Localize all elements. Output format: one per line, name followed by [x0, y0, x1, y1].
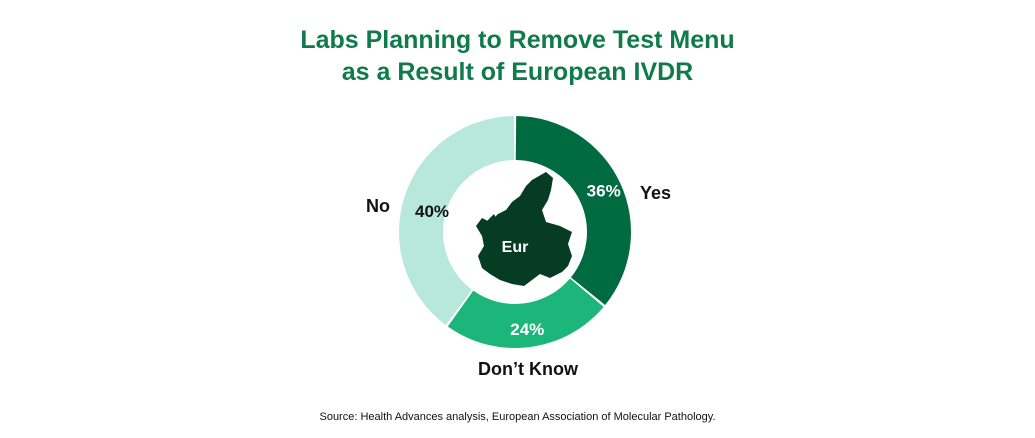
category-label-don-t-know: Don’t Know: [478, 359, 579, 379]
category-label-yes: Yes: [640, 183, 671, 203]
slice-yes: [515, 116, 632, 306]
europe-map-icon: [476, 172, 572, 286]
chart-title-line-2: as a Result of European IVDR: [341, 58, 694, 86]
slice-no: [399, 116, 515, 326]
donut-slices: [399, 116, 632, 348]
british-isles: [484, 214, 498, 236]
chart-title: Labs Planning to Remove Test Menu as a R…: [0, 24, 1035, 88]
source-note: Source: Health Advances analysis, Europe…: [319, 411, 716, 423]
value-label-don-t-know: 24%: [510, 320, 544, 339]
category-label-no: No: [366, 196, 390, 216]
value-label-no: 40%: [415, 202, 449, 221]
slice-don-t-know: [447, 278, 604, 348]
slice-labels: 36% Yes 24% Don’t Know 40% No: [366, 181, 671, 379]
center-emblem: Eur: [476, 172, 572, 286]
value-label-yes: 36%: [587, 181, 621, 200]
chart-title-line-1: Labs Planning to Remove Test Menu: [300, 26, 735, 54]
center-label: Eur: [502, 239, 529, 256]
scandinavia-detail: [526, 174, 548, 222]
